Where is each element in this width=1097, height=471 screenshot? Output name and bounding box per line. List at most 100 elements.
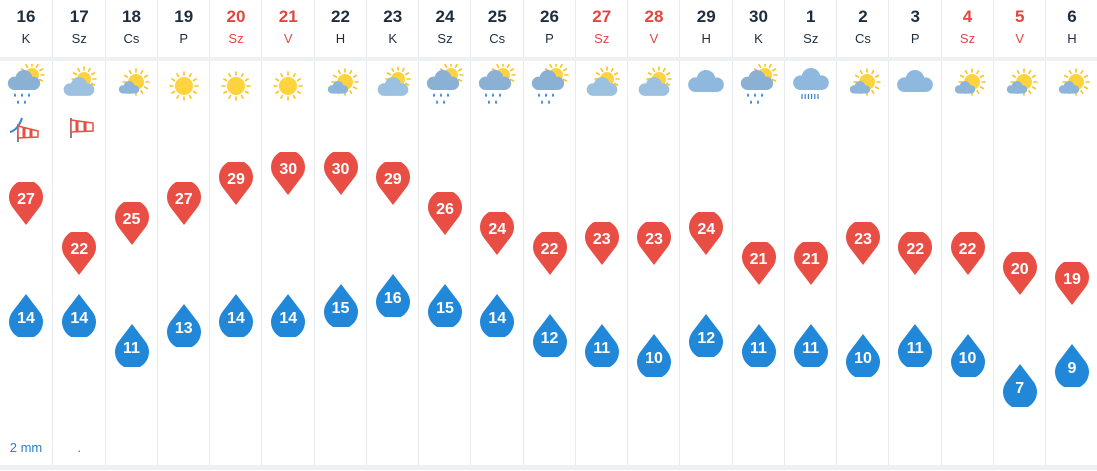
min-temp-marker: 15 [427,281,463,327]
min-temp-value: 14 [17,310,35,327]
min-temp-value: 7 [1015,380,1025,397]
day-of-week: Sz [437,31,453,46]
max-temp-value: 21 [801,251,820,268]
max-temp-marker: 26 [427,192,463,238]
max-temp-marker: 22 [61,232,97,278]
day-column[interactable]: 3 P 22 11 [888,0,941,466]
day-date: 17 [69,7,89,26]
partly-cloudy-rain-icon [733,62,785,110]
day-of-week: P [910,31,920,46]
day-of-week: V [649,31,659,46]
day-date: 6 [1067,7,1077,26]
day-of-week: Sz [959,31,976,46]
day-column[interactable]: 28 V 23 10 [627,0,680,466]
min-temp-marker: 10 [845,331,881,377]
day-column[interactable]: 6 H 19 9 [1045,0,1097,466]
max-temp-value: 27 [174,191,193,208]
min-temp-value: 13 [174,320,193,337]
min-temp-value: 15 [436,300,454,317]
min-temp-marker: 7 [1002,361,1038,407]
max-temp-value: 22 [906,241,925,258]
day-column[interactable]: 29 H 24 12 [679,0,732,466]
max-temp-marker: 22 [532,232,568,278]
day-of-week: Sz [803,31,819,46]
header-divider [0,57,1097,61]
min-temp-value: 11 [802,340,820,357]
max-temp-value: 29 [227,171,245,188]
min-temp-marker: 12 [688,311,724,357]
day-column[interactable]: 18 Cs 25 11 [104,0,158,466]
cloud-drizzle-icon [785,64,837,110]
day-date: 24 [435,7,455,26]
day-column[interactable]: 23 K 29 16 [365,0,419,466]
day-column[interactable]: 24 Sz 26 15 [418,0,471,466]
min-temp-value: 11 [123,340,140,357]
min-temp-marker: 11 [741,321,777,367]
max-temp-marker: 27 [8,182,44,228]
max-temp-marker: 22 [897,232,933,278]
max-temp-value: 24 [697,221,716,238]
partly-cloudy-icon [53,64,105,110]
day-column[interactable]: 26 P 22 12 [522,0,576,466]
sunny-icon [158,64,210,110]
windsock-icon [59,114,99,142]
day-of-week: Cs [489,31,506,46]
max-temp-value: 22 [70,241,89,258]
day-column[interactable]: 19 P 27 13 [156,0,210,466]
min-temp-value: 14 [227,310,245,327]
partly-cloudy-icon [628,64,680,110]
sunny-icon [210,64,262,110]
max-temp-marker: 24 [479,212,515,258]
min-temp-value: 11 [750,340,767,357]
max-temp-marker: 27 [166,182,202,228]
day-of-week: Sz [71,31,87,46]
sun-small-cloud-icon [106,64,158,110]
max-temp-marker: 23 [584,222,620,268]
day-of-week: K [21,31,31,46]
max-temp-value: 25 [122,211,141,228]
day-column[interactable]: 5 V 20 7 [992,0,1046,466]
max-temp-value: 30 [279,161,298,178]
day-date: 23 [383,7,403,26]
sunny-icon [262,64,314,110]
day-column[interactable]: 4 Sz 22 10 [940,0,994,466]
max-temp-marker: 29 [375,162,411,208]
day-of-week: P [545,31,554,46]
day-column[interactable]: 25 Cs 24 14 [470,0,523,466]
day-date: 26 [540,7,559,26]
day-column[interactable]: 30 K 21 11 [731,0,785,466]
min-temp-marker: 14 [479,291,515,337]
day-column[interactable]: 21 V 30 14 [261,0,314,466]
day-column[interactable]: 17 Sz 22 14. [52,0,105,466]
max-temp-value: 23 [854,231,872,248]
partly-cloudy-rain-icon [419,62,471,110]
day-column[interactable]: 16 K 27 14 2 mm [0,0,52,466]
min-temp-marker: 14 [61,291,97,337]
day-column[interactable]: 2 Cs 23 10 [836,0,889,466]
cloudy-icon [889,64,941,110]
day-column[interactable]: 1 Sz 21 11 [783,0,837,466]
max-temp-value: 24 [488,221,507,238]
max-temp-marker: 22 [950,232,986,278]
max-temp-value: 22 [958,241,977,258]
min-temp-value: 14 [488,310,507,327]
day-date: 25 [487,7,507,26]
min-temp-marker: 14 [218,291,254,337]
max-temp-marker: 23 [845,222,881,268]
precipitation-amount: . [77,440,82,455]
day-date: 30 [749,7,768,26]
partly-cloudy-rain-icon [471,62,523,110]
max-temp-marker: 30 [323,152,359,198]
day-column[interactable]: 20 Sz 29 14 [209,0,262,466]
precipitation-amount: 2 mm [9,440,43,455]
day-column[interactable]: 27 Sz 23 11 [574,0,628,466]
day-date: 21 [278,7,298,26]
day-column[interactable]: 22 H 30 15 [313,0,367,466]
min-temp-value: 15 [331,300,350,317]
min-temp-value: 12 [540,330,559,347]
min-temp-marker: 13 [166,301,202,347]
max-temp-marker: 21 [793,242,829,288]
max-temp-value: 22 [540,241,559,258]
min-temp-value: 10 [645,350,663,367]
